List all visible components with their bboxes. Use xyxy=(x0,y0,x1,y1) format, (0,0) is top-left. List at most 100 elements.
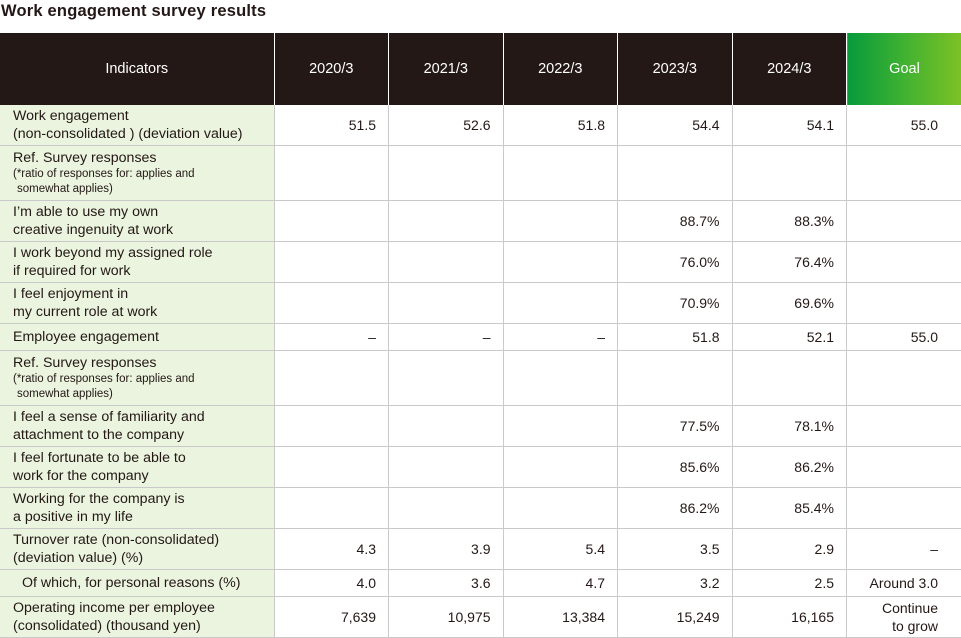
cell-value: 7,639 xyxy=(274,597,389,638)
cell-value: 4.7 xyxy=(503,570,618,597)
cell-value: 54.4 xyxy=(618,105,733,146)
cell-goal: Around 3.0 xyxy=(847,570,961,597)
header-year: 2023/3 xyxy=(618,33,733,105)
cell-value: 51.8 xyxy=(618,324,733,351)
row-label: Ref. Survey responses(*ratio of response… xyxy=(0,146,274,201)
cell-goal: 55.0 xyxy=(847,324,961,351)
cell-value: 69.6% xyxy=(732,283,847,324)
cell-value: 85.4% xyxy=(732,488,847,529)
cell-value xyxy=(503,351,618,406)
cell-value xyxy=(389,488,504,529)
header-indicators: Indicators xyxy=(0,33,274,105)
header-goal: Goal xyxy=(847,33,961,105)
cell-goal xyxy=(847,201,961,242)
header-year: 2024/3 xyxy=(732,33,847,105)
cell-value xyxy=(503,242,618,283)
page-title: Work engagement survey results xyxy=(1,0,266,24)
cell-value: 54.1 xyxy=(732,105,847,146)
cell-value: 76.4% xyxy=(732,242,847,283)
cell-value xyxy=(389,201,504,242)
cell-goal: 55.0 xyxy=(847,105,961,146)
table-row: Of which, for personal reasons (%) 4.0 3… xyxy=(0,570,961,597)
cell-value: 86.2% xyxy=(618,488,733,529)
row-label: Employee engagement xyxy=(0,324,274,351)
header-year: 2020/3 xyxy=(274,33,389,105)
cell-value: 3.5 xyxy=(618,529,733,570)
cell-value: – xyxy=(503,324,618,351)
table-row: Work engagement(non-consolidated ) (devi… xyxy=(0,105,961,146)
cell-value: – xyxy=(274,324,389,351)
header-year: 2021/3 xyxy=(389,33,504,105)
cell-value: 13,384 xyxy=(503,597,618,638)
cell-value: 15,249 xyxy=(618,597,733,638)
cell-value: 88.3% xyxy=(732,201,847,242)
cell-value xyxy=(389,146,504,201)
cell-value xyxy=(503,283,618,324)
cell-value: 77.5% xyxy=(618,406,733,447)
cell-value: 51.8 xyxy=(503,105,618,146)
table-row: Ref. Survey responses(*ratio of response… xyxy=(0,351,961,406)
cell-value xyxy=(618,351,733,406)
cell-goal xyxy=(847,406,961,447)
cell-value: 85.6% xyxy=(618,447,733,488)
cell-value: 78.1% xyxy=(732,406,847,447)
cell-goal: – xyxy=(847,529,961,570)
cell-value: 2.5 xyxy=(732,570,847,597)
cell-value: 76.0% xyxy=(618,242,733,283)
cell-value xyxy=(389,283,504,324)
cell-value xyxy=(274,146,389,201)
cell-value: 88.7% xyxy=(618,201,733,242)
cell-value: 4.3 xyxy=(274,529,389,570)
cell-value: 10,975 xyxy=(389,597,504,638)
row-label: Of which, for personal reasons (%) xyxy=(0,570,274,597)
cell-goal xyxy=(847,488,961,529)
cell-value xyxy=(389,447,504,488)
table-row: Operating income per employee(consolidat… xyxy=(0,597,961,638)
cell-value: 51.5 xyxy=(274,105,389,146)
cell-value xyxy=(503,201,618,242)
cell-value: 3.9 xyxy=(389,529,504,570)
cell-value: 3.6 xyxy=(389,570,504,597)
cell-value: 52.1 xyxy=(732,324,847,351)
cell-value: 3.2 xyxy=(618,570,733,597)
cell-value: 86.2% xyxy=(732,447,847,488)
cell-value xyxy=(274,351,389,406)
table-row: Employee engagement – – – 51.8 52.1 55.0 xyxy=(0,324,961,351)
engagement-table: Indicators 2020/3 2021/3 2022/3 2023/3 2… xyxy=(0,33,961,638)
cell-goal xyxy=(847,242,961,283)
cell-goal xyxy=(847,283,961,324)
cell-value xyxy=(274,242,389,283)
row-label: Turnover rate (non-consolidated)(deviati… xyxy=(0,529,274,570)
cell-goal xyxy=(847,146,961,201)
cell-value xyxy=(274,488,389,529)
cell-value xyxy=(503,406,618,447)
row-label: Operating income per employee(consolidat… xyxy=(0,597,274,638)
header-row: Indicators 2020/3 2021/3 2022/3 2023/3 2… xyxy=(0,33,961,105)
cell-value: 2.9 xyxy=(732,529,847,570)
cell-value xyxy=(503,488,618,529)
table-row: Turnover rate (non-consolidated)(deviati… xyxy=(0,529,961,570)
cell-value: 16,165 xyxy=(732,597,847,638)
cell-value xyxy=(503,447,618,488)
cell-value xyxy=(732,146,847,201)
cell-value xyxy=(274,406,389,447)
row-label: Ref. Survey responses(*ratio of response… xyxy=(0,351,274,406)
cell-value: 5.4 xyxy=(503,529,618,570)
header-year: 2022/3 xyxy=(503,33,618,105)
cell-value: 70.9% xyxy=(618,283,733,324)
cell-value xyxy=(732,351,847,406)
cell-value xyxy=(274,283,389,324)
cell-goal xyxy=(847,447,961,488)
cell-value xyxy=(503,146,618,201)
